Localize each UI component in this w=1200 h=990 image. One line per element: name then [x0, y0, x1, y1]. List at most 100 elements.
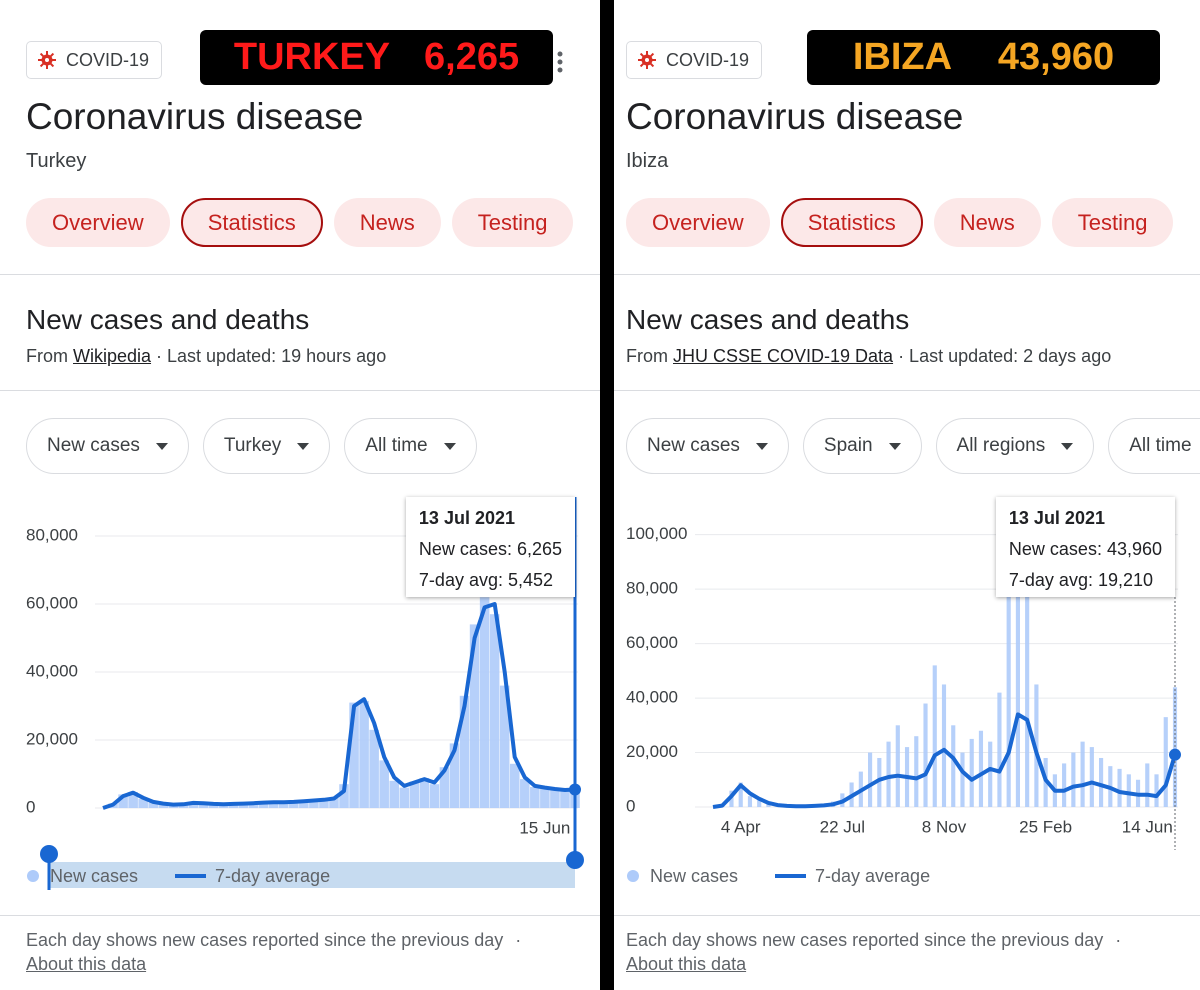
- source-link[interactable]: Wikipedia: [73, 346, 152, 366]
- filter-dropdown[interactable]: Turkey: [202, 418, 331, 474]
- bar: [1006, 589, 1011, 807]
- bar: [877, 757, 882, 807]
- last-point: [569, 783, 581, 796]
- bar: [1117, 768, 1122, 807]
- bar: [997, 692, 1002, 807]
- bar: [923, 703, 928, 807]
- average-line: [712, 712, 1177, 809]
- tab[interactable]: Overview: [626, 198, 770, 247]
- filter-label: Spain: [823, 435, 873, 456]
- bar: [409, 781, 420, 808]
- y-tick-label: 20,000: [26, 729, 78, 748]
- last-updated: · Last updated: 19 hours ago: [156, 346, 387, 366]
- footnote-sep: ·: [515, 930, 522, 950]
- bar: [299, 800, 309, 808]
- bar: [951, 725, 956, 807]
- divider-line: [0, 274, 600, 275]
- filter-dropdown[interactable]: Spain: [802, 418, 922, 474]
- panel: COVID-19 IBIZA 43,960 Coronavirus disease Ib…: [600, 0, 1200, 990]
- tab[interactable]: Statistics: [180, 198, 323, 247]
- more-menu[interactable]: [556, 50, 564, 74]
- legend-label: New cases: [650, 866, 738, 886]
- filter-dropdown[interactable]: All time: [1108, 418, 1200, 474]
- y-tick-label: 0: [626, 796, 635, 815]
- chip: COVID-19: [626, 41, 763, 79]
- divider-line: [600, 274, 1200, 275]
- y-tick-label: 20,000: [626, 742, 678, 761]
- banner-place: TURKEY: [233, 36, 391, 78]
- range-slider: [48, 862, 575, 888]
- bar: [1099, 757, 1104, 807]
- footnote-text: Each day shows new cases reported since …: [26, 930, 504, 950]
- x-tick-label: 8 Nov: [922, 817, 967, 836]
- bar: [449, 743, 460, 808]
- source-line: From Wikipedia · Last updated: 19 hours ag…: [26, 346, 386, 367]
- bar: [530, 786, 540, 808]
- tab[interactable]: Statistics: [780, 198, 923, 247]
- footnote: Each day shows new cases reported since …: [26, 930, 521, 951]
- tab[interactable]: News: [333, 198, 441, 247]
- virus-icon: [38, 51, 56, 69]
- bar: [258, 802, 269, 808]
- average-line: [102, 602, 576, 810]
- about-link[interactable]: About this data: [26, 954, 147, 974]
- bar: [747, 796, 753, 807]
- chip-label: COVID-19: [66, 49, 150, 70]
- tabs: Overview Statistics News Testing: [626, 198, 1174, 247]
- tab[interactable]: News: [933, 198, 1041, 247]
- bar: [278, 801, 289, 808]
- source-line: From JHU CSSE COVID-19 Data · Last updated…: [626, 346, 1111, 367]
- about-link[interactable]: About this data: [626, 954, 747, 974]
- title: Coronavirus disease: [626, 96, 964, 137]
- bar: [138, 798, 148, 808]
- tooltip-title: 13 Jul 2021: [1008, 508, 1105, 528]
- bar: [895, 725, 900, 807]
- filter-dropdown[interactable]: All regions: [935, 418, 1095, 474]
- bar: [738, 782, 743, 807]
- bar: [429, 784, 440, 808]
- dropdown-arrow: [755, 442, 768, 450]
- source-link[interactable]: JHU CSSE COVID-19 Data: [673, 346, 894, 366]
- bar: [540, 788, 550, 808]
- bar: [389, 780, 400, 808]
- tooltip-line: New cases: 6,265: [418, 539, 562, 559]
- legend-label: New cases: [50, 866, 138, 886]
- tab[interactable]: Testing: [451, 198, 574, 247]
- divider-line: [600, 915, 1200, 916]
- bar: [886, 741, 891, 807]
- bar: [208, 804, 219, 808]
- bar: [339, 784, 349, 808]
- y-tick-label: 80,000: [626, 579, 678, 598]
- bar: [1154, 774, 1159, 807]
- filter-dropdown[interactable]: New cases: [626, 418, 789, 474]
- bar: [509, 763, 520, 808]
- tooltip-title: 13 Jul 2021: [418, 508, 515, 528]
- bar: [329, 797, 339, 808]
- bar: [148, 802, 158, 808]
- bar: [932, 665, 937, 807]
- bar: [1015, 507, 1020, 807]
- bar: [1025, 534, 1030, 807]
- bar: [1071, 752, 1076, 807]
- last-updated: · Last updated: 2 days ago: [898, 346, 1112, 366]
- filter-dropdown[interactable]: New cases: [26, 418, 189, 474]
- section-title: New cases and deaths: [26, 304, 310, 335]
- legend-swatch: [627, 870, 639, 882]
- footnote-sep: ·: [1115, 930, 1122, 950]
- tab[interactable]: Testing: [1051, 198, 1174, 247]
- source-prefix: From: [26, 346, 68, 366]
- y-tick-label: 100,000: [626, 524, 687, 543]
- dropdown-arrow: [888, 442, 901, 450]
- bar: [960, 752, 965, 807]
- filter-dropdown[interactable]: All time: [344, 418, 477, 474]
- bar: [399, 787, 410, 808]
- bar: [988, 741, 993, 807]
- tooltip-line: 7-day avg: 19,210: [1008, 570, 1154, 590]
- bar: [560, 790, 570, 808]
- banner-place: IBIZA: [852, 36, 953, 78]
- footnote-text: Each day shows new cases reported since …: [626, 930, 1104, 950]
- tab[interactable]: Overview: [26, 198, 170, 247]
- bar: [128, 792, 138, 808]
- bar: [359, 700, 369, 808]
- panel: COVID-19 TURKEY 6,265 Coronavirus disease Tu…: [0, 30, 600, 974]
